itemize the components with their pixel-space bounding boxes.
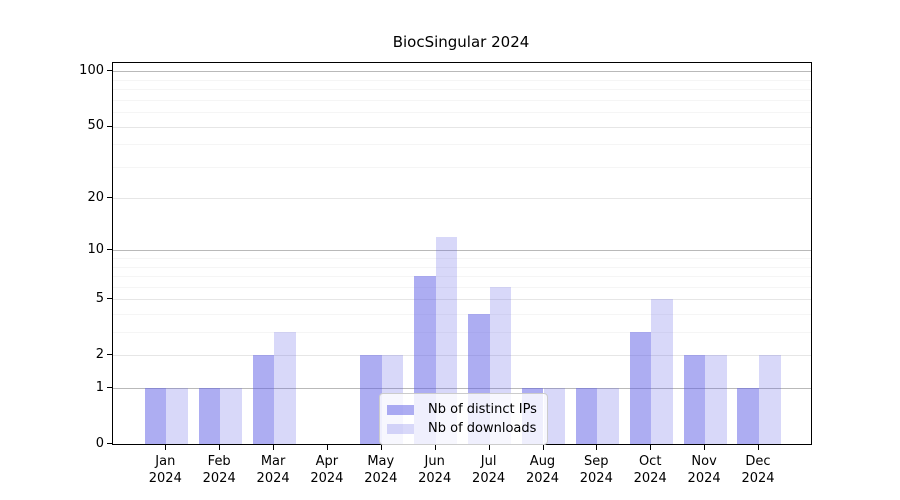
minor-gridline [113, 89, 811, 91]
legend-item-distinct-ips: Nb of distinct IPs [387, 400, 537, 419]
y-tick-label: 0 [95, 435, 104, 451]
x-tick-label: Jan 2024 [148, 454, 182, 486]
x-tick-mark [219, 445, 221, 450]
legend: Nb of distinct IPs Nb of downloads [379, 393, 548, 445]
y-tick-mark [107, 249, 112, 251]
x-tick-mark [380, 445, 382, 450]
x-tick-mark [165, 445, 167, 450]
bar-distinct-ips-may [360, 355, 382, 444]
major-gridline [113, 388, 811, 389]
x-tick-label: May 2024 [364, 454, 398, 486]
y-tick-mark [107, 443, 112, 444]
x-tick-label: Nov 2024 [687, 454, 721, 486]
x-tick-label: Mar 2024 [256, 454, 290, 486]
x-tick-label: Dec 2024 [741, 454, 775, 486]
x-tick-mark [758, 445, 759, 450]
y-tick-label: 10 [87, 241, 104, 257]
y-tick-label: 1 [95, 379, 104, 395]
bar-downloads-mar [274, 332, 296, 444]
minor-gridline [113, 112, 811, 114]
minor-gridline [113, 144, 811, 146]
bar-downloads-feb [220, 388, 242, 444]
minor-gridline [113, 258, 811, 260]
y-tick-label: 50 [87, 118, 104, 133]
x-tick-mark [488, 445, 490, 450]
chart-title: BiocSingular 2024 [392, 33, 530, 51]
major-gridline [113, 126, 811, 128]
major-gridline [113, 71, 811, 73]
x-tick-label: Jun 2024 [418, 454, 452, 486]
bar-downloads-jan [166, 388, 188, 444]
y-tick-label: 20 [87, 189, 104, 205]
y-tick-mark [107, 387, 112, 388]
minor-gridline [113, 332, 811, 334]
x-tick-label: Oct 2024 [633, 454, 667, 486]
distinct-ips-swatch [387, 404, 414, 415]
y-tick-label: 100 [79, 62, 104, 78]
bar-distinct-ips-feb [198, 388, 221, 444]
bar-distinct-ips-mar [252, 355, 275, 444]
legend-item-downloads: Nb of downloads [387, 419, 537, 438]
minor-gridline [113, 99, 811, 101]
y-tick-mark [107, 70, 112, 72]
bar-downloads-jun [435, 236, 458, 444]
x-tick-label: Feb 2024 [202, 454, 236, 486]
y-tick-mark [107, 197, 112, 199]
y-tick-mark [107, 125, 112, 127]
x-tick-label: Jul 2024 [472, 454, 506, 486]
y-tick-label: 2 [95, 346, 104, 362]
y-tick-mark [107, 354, 112, 356]
x-tick-mark [650, 445, 652, 450]
x-tick-label: Apr 2024 [310, 454, 344, 486]
bar-downloads-aug [543, 388, 566, 444]
x-tick-mark [596, 445, 598, 450]
bar-distinct-ips-sep [575, 388, 598, 444]
minor-gridline [113, 166, 811, 168]
bar-downloads-sep [597, 388, 619, 444]
bar-distinct-ips-oct [629, 332, 652, 444]
legend-label-downloads: Nb of downloads [428, 421, 537, 436]
major-gridline [113, 299, 811, 301]
minor-gridline [113, 79, 811, 81]
bar-distinct-ips-jan [144, 388, 167, 444]
x-tick-label: Sep 2024 [579, 454, 613, 486]
x-tick-label: Aug 2024 [525, 454, 560, 486]
y-tick-label: 5 [95, 290, 104, 306]
major-gridline [113, 198, 811, 200]
x-tick-mark [704, 445, 706, 450]
x-tick-mark [542, 445, 544, 450]
bar-distinct-ips-dec [737, 388, 759, 444]
y-tick-mark [107, 298, 112, 300]
x-tick-mark [326, 445, 328, 450]
bar-downloads-nov [705, 355, 727, 444]
x-tick-mark [273, 445, 275, 450]
bar-downloads-dec [759, 355, 781, 444]
minor-gridline [113, 286, 811, 288]
bar-downloads-oct [651, 299, 673, 444]
major-gridline [113, 250, 811, 252]
downloads-swatch [387, 423, 414, 434]
minor-gridline [113, 266, 811, 268]
minor-gridline [113, 276, 811, 278]
legend-label-distinct-ips: Nb of distinct IPs [428, 402, 537, 417]
major-gridline [113, 355, 811, 357]
x-tick-mark [434, 445, 436, 450]
minor-gridline [113, 314, 811, 315]
bar-distinct-ips-nov [683, 355, 706, 444]
plot-area: Nb of distinct IPs Nb of downloads [112, 62, 812, 445]
